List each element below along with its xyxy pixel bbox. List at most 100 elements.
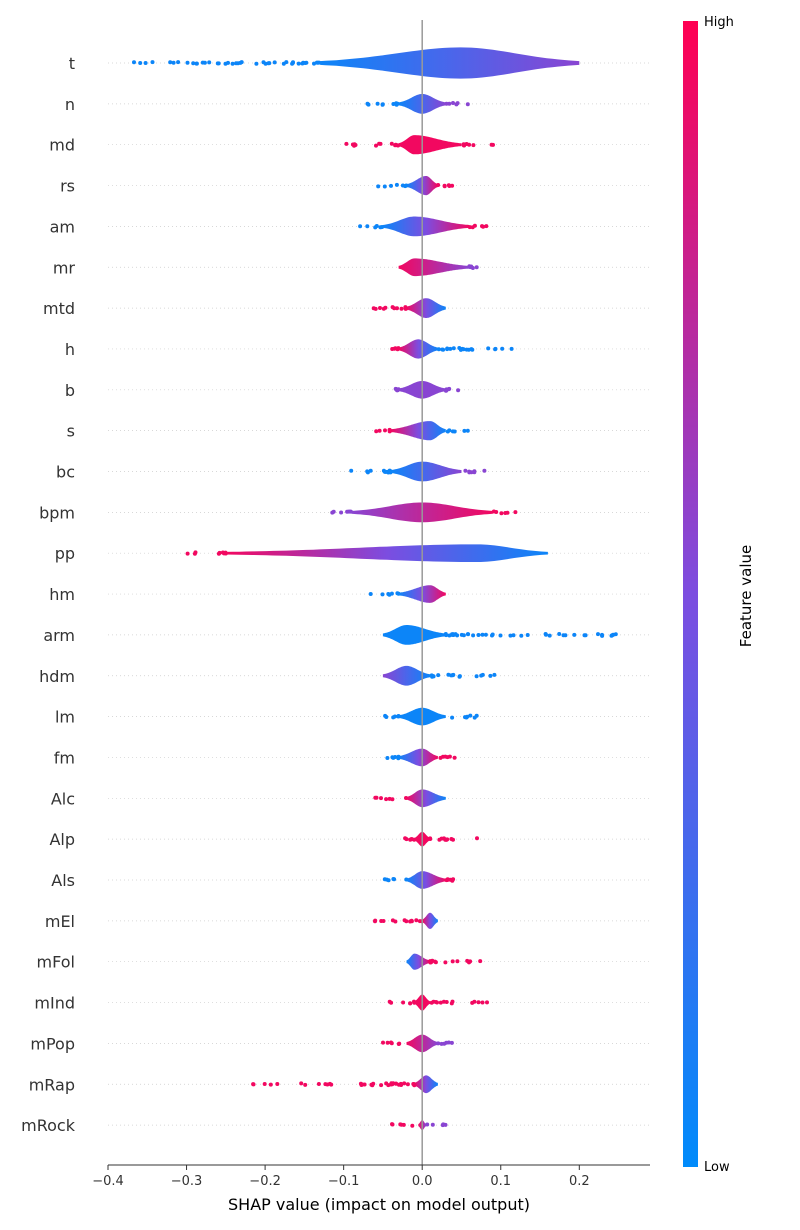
data-point bbox=[401, 1000, 406, 1005]
feature-label: hm bbox=[49, 585, 75, 604]
data-point bbox=[505, 510, 510, 515]
data-point bbox=[262, 1082, 267, 1086]
data-point bbox=[395, 347, 400, 352]
data-point bbox=[600, 633, 605, 638]
data-point bbox=[452, 429, 457, 434]
data-point bbox=[470, 1000, 475, 1005]
data-point bbox=[327, 1081, 332, 1086]
feature-label: mPop bbox=[30, 1034, 75, 1053]
data-point bbox=[461, 143, 466, 148]
data-point bbox=[275, 1082, 280, 1086]
violin-hdm bbox=[382, 665, 431, 686]
violin-s bbox=[390, 421, 446, 441]
data-point bbox=[457, 346, 462, 350]
data-point bbox=[374, 429, 379, 434]
violin-md bbox=[398, 135, 462, 155]
data-point bbox=[384, 715, 389, 719]
data-point bbox=[261, 60, 266, 65]
data-point bbox=[377, 428, 382, 433]
data-point bbox=[446, 1040, 451, 1045]
data-point bbox=[561, 633, 566, 638]
data-point bbox=[509, 346, 514, 351]
feature-label: bc bbox=[56, 463, 75, 482]
feature-label: arm bbox=[43, 626, 75, 645]
data-point bbox=[399, 1122, 404, 1127]
data-point bbox=[301, 60, 306, 65]
data-point bbox=[234, 61, 239, 66]
data-point bbox=[470, 225, 475, 230]
data-point bbox=[375, 101, 380, 106]
data-point bbox=[403, 836, 408, 841]
data-point bbox=[389, 183, 393, 188]
data-point bbox=[436, 1041, 441, 1046]
data-point bbox=[499, 511, 504, 516]
feature-label: mRock bbox=[21, 1116, 76, 1135]
violin-am bbox=[382, 216, 470, 237]
data-point bbox=[410, 1123, 415, 1128]
data-point bbox=[207, 60, 212, 65]
data-point bbox=[445, 877, 450, 882]
violin-bc bbox=[390, 461, 462, 482]
data-point bbox=[380, 102, 385, 107]
data-point bbox=[344, 141, 349, 146]
data-point bbox=[168, 60, 173, 65]
data-point bbox=[405, 1082, 410, 1087]
data-point bbox=[471, 143, 476, 148]
data-point bbox=[465, 714, 470, 719]
data-point bbox=[392, 306, 397, 311]
feature-label: am bbox=[50, 217, 75, 236]
data-point bbox=[467, 225, 472, 230]
data-point bbox=[428, 960, 433, 965]
data-point bbox=[485, 1000, 489, 1005]
violin-Alc bbox=[406, 789, 446, 808]
data-point bbox=[380, 225, 385, 229]
data-point bbox=[389, 1040, 393, 1045]
data-point bbox=[445, 837, 450, 842]
data-point bbox=[462, 428, 467, 433]
feature-label: b bbox=[65, 381, 75, 400]
x-axis-title: SHAP value (impact on model output) bbox=[228, 1195, 530, 1214]
data-point bbox=[373, 306, 378, 311]
colorbar-title: Feature value bbox=[737, 545, 755, 647]
colorbar-low-label: Low bbox=[704, 1160, 730, 1175]
data-point bbox=[417, 919, 422, 924]
data-point bbox=[613, 632, 618, 637]
feature-label: Alp bbox=[49, 830, 75, 849]
data-point bbox=[390, 918, 395, 923]
data-point bbox=[465, 958, 470, 963]
data-point bbox=[394, 102, 399, 107]
colorbar-high-label: High bbox=[704, 15, 734, 30]
data-point bbox=[402, 918, 407, 923]
data-point bbox=[390, 755, 395, 760]
data-point bbox=[323, 1082, 328, 1087]
feature-label: fm bbox=[54, 748, 75, 767]
data-point bbox=[457, 674, 462, 679]
data-point bbox=[408, 1001, 413, 1006]
feature-label: hdm bbox=[39, 667, 75, 686]
feature-label: Alc bbox=[51, 789, 75, 808]
data-point bbox=[384, 797, 389, 802]
data-point bbox=[230, 61, 235, 66]
data-point bbox=[395, 388, 399, 393]
data-point bbox=[434, 1000, 438, 1004]
data-point bbox=[469, 265, 473, 270]
data-point bbox=[383, 428, 387, 433]
data-point bbox=[582, 633, 587, 638]
data-point bbox=[171, 60, 176, 65]
data-point bbox=[368, 592, 373, 596]
data-point bbox=[216, 61, 221, 66]
data-point bbox=[443, 754, 448, 759]
data-point bbox=[572, 632, 577, 637]
data-point bbox=[455, 101, 460, 106]
data-point bbox=[176, 60, 181, 65]
data-point bbox=[547, 633, 552, 638]
data-point bbox=[393, 1081, 398, 1086]
x-tick-label: 0.1 bbox=[490, 1174, 511, 1189]
data-point bbox=[387, 429, 392, 434]
data-point bbox=[409, 837, 414, 842]
data-point bbox=[445, 346, 450, 351]
data-point bbox=[380, 592, 385, 597]
data-point bbox=[404, 877, 409, 882]
data-point bbox=[251, 1082, 256, 1087]
data-point bbox=[451, 672, 456, 677]
